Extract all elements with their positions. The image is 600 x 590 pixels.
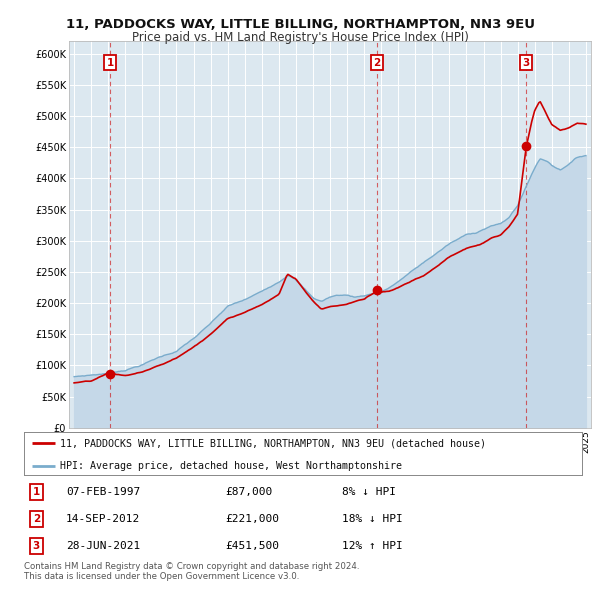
Text: 11, PADDOCKS WAY, LITTLE BILLING, NORTHAMPTON, NN3 9EU: 11, PADDOCKS WAY, LITTLE BILLING, NORTHA… — [65, 18, 535, 31]
Text: 11, PADDOCKS WAY, LITTLE BILLING, NORTHAMPTON, NN3 9EU (detached house): 11, PADDOCKS WAY, LITTLE BILLING, NORTHA… — [60, 438, 486, 448]
Text: 12% ↑ HPI: 12% ↑ HPI — [342, 542, 403, 552]
Text: 3: 3 — [523, 58, 530, 67]
Text: HPI: Average price, detached house, West Northamptonshire: HPI: Average price, detached house, West… — [60, 461, 402, 471]
Text: 28-JUN-2021: 28-JUN-2021 — [66, 542, 140, 552]
Text: 8% ↓ HPI: 8% ↓ HPI — [342, 487, 396, 497]
Text: 14-SEP-2012: 14-SEP-2012 — [66, 514, 140, 525]
Text: Price paid vs. HM Land Registry's House Price Index (HPI): Price paid vs. HM Land Registry's House … — [131, 31, 469, 44]
Text: £87,000: £87,000 — [225, 487, 272, 497]
Text: Contains HM Land Registry data © Crown copyright and database right 2024.: Contains HM Land Registry data © Crown c… — [24, 562, 359, 571]
Text: 2: 2 — [373, 58, 380, 67]
Text: 1: 1 — [106, 58, 113, 67]
Text: £221,000: £221,000 — [225, 514, 279, 525]
Text: 18% ↓ HPI: 18% ↓ HPI — [342, 514, 403, 525]
Text: This data is licensed under the Open Government Licence v3.0.: This data is licensed under the Open Gov… — [24, 572, 299, 581]
Text: 3: 3 — [32, 542, 40, 552]
Text: 2: 2 — [32, 514, 40, 525]
Text: £451,500: £451,500 — [225, 542, 279, 552]
Text: 1: 1 — [32, 487, 40, 497]
Text: 07-FEB-1997: 07-FEB-1997 — [66, 487, 140, 497]
